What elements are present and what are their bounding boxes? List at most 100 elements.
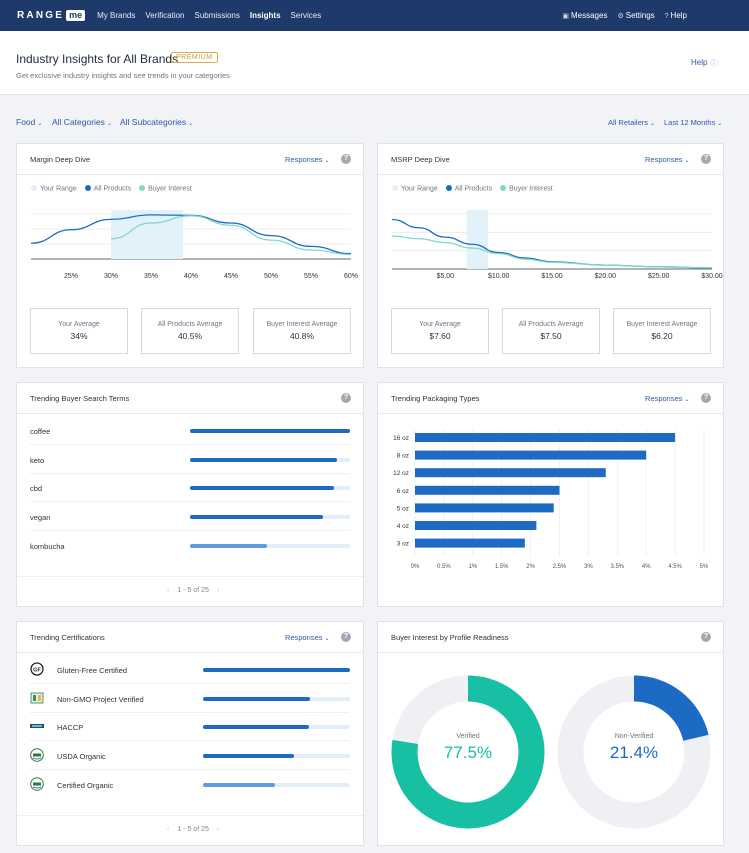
nav-messages[interactable]: ▣ Messages — [562, 11, 607, 20]
search-term-row[interactable]: cbd — [30, 484, 350, 504]
packaging-bar[interactable] — [415, 468, 606, 478]
donut-slice-non-verified[interactable] — [557, 675, 711, 829]
gluten-free-icon: GF — [30, 662, 44, 676]
help-link[interactable]: Help ⓘ — [691, 58, 717, 68]
nav-my-brands[interactable]: My Brands — [97, 11, 136, 20]
nav-settings[interactable]: ⚙ Settings — [617, 11, 654, 20]
bar-track — [203, 754, 350, 759]
nav-services[interactable]: Services — [290, 11, 322, 20]
category-label: 12 oz — [393, 470, 409, 477]
search-term-row[interactable]: kombucha — [30, 542, 350, 562]
search-term-row[interactable]: vegan — [30, 513, 350, 533]
certification-row[interactable]: Certified Organic — [30, 776, 350, 801]
period-filter[interactable]: Last 12 Months ⌄ — [664, 118, 722, 127]
category-label: 8 oz — [397, 453, 409, 460]
food-filter[interactable]: Food ⌄ — [16, 117, 42, 127]
responses-dropdown[interactable]: Responses ⌄ — [285, 633, 330, 642]
chevron-down-icon: ⌄ — [684, 158, 690, 164]
retailers-filter[interactable]: All Retailers ⌄ — [608, 118, 655, 127]
x-tick-label: 50% — [263, 273, 279, 280]
stat-label: All Products Average — [157, 321, 223, 328]
bar-fill — [203, 696, 311, 701]
nav-help[interactable]: ? Help — [665, 11, 687, 20]
responses-dropdown[interactable]: Responses ⌄ — [645, 155, 690, 164]
packaging-chart: 0% 0.5% 1% 1.5% 2% 2.5% 3% 3.5% 4% 4.5% 5% 16 oz 8 o… — [393, 429, 709, 570]
logo[interactable]: RANGE me — [17, 10, 86, 21]
categories-filter-label: All Categories — [52, 117, 105, 127]
x-tick-label: 55% — [303, 273, 319, 280]
packaging-bar[interactable] — [415, 433, 676, 442]
certification-row[interactable]: GF Gluten-Free Certified — [30, 662, 350, 686]
nav-settings-label: Settings — [625, 11, 655, 20]
chevron-right-icon[interactable]: › — [216, 826, 220, 833]
nav-insights[interactable]: Insights — [249, 11, 281, 20]
x-tick-label: 4.5% — [668, 564, 682, 570]
card-title: Trending Packaging Types — [391, 394, 480, 403]
certification-row[interactable]: HACCP — [30, 723, 350, 743]
responses-dropdown[interactable]: Responses ⌄ — [645, 394, 690, 403]
pagination: ‹ 1 - 5 of 25 › — [159, 826, 227, 833]
bar-track — [190, 486, 350, 491]
stat-buyer-interest-average: Buyer Interest Average $6.20 — [613, 308, 711, 354]
your-range-band — [111, 210, 183, 259]
chart-legend: Your Range All Products Buyer Interest — [31, 185, 192, 193]
series-line-all-products — [391, 218, 713, 269]
row-divider — [30, 711, 350, 713]
certification-row[interactable]: Non-GMO Project Verified — [30, 692, 350, 715]
question-icon[interactable]: ? — [341, 154, 351, 164]
stat-value: $7.60 — [429, 331, 451, 341]
dot-icon — [392, 185, 398, 191]
search-term-row[interactable]: coffee — [30, 427, 350, 447]
haccp-icon — [30, 719, 44, 733]
bar-fill — [203, 668, 350, 672]
stat-your-average: Your Average $7.60 — [391, 308, 489, 354]
packaging-bar[interactable] — [415, 503, 554, 513]
categories-filter[interactable]: All Categories ⌄ — [52, 117, 112, 127]
card-header: MSRP Deep Dive Responses ⌄ ? — [378, 144, 723, 175]
packaging-bar[interactable] — [415, 538, 525, 548]
packaging-bar[interactable] — [415, 450, 647, 460]
nav-verification[interactable]: Verification — [145, 11, 185, 20]
stat-label: All Products Average — [518, 321, 584, 328]
question-icon[interactable]: ? — [341, 393, 351, 403]
card-title: Trending Buyer Search Terms — [30, 394, 130, 403]
packaging-bar[interactable] — [415, 521, 537, 530]
responses-dropdown[interactable]: Responses ⌄ — [285, 155, 330, 164]
pager-label: 1 - 5 of 25 — [177, 826, 209, 833]
bar-track — [190, 457, 350, 462]
donut-slice-verified[interactable] — [391, 675, 545, 829]
question-icon[interactable]: ? — [341, 632, 351, 642]
question-icon[interactable]: ? — [701, 154, 711, 164]
packaging-bar[interactable] — [415, 485, 560, 495]
packaging-card: Trending Packaging Types Responses ⌄ ? 0%… — [377, 382, 724, 607]
help-circle-icon: ? — [664, 13, 669, 20]
chevron-left-icon[interactable]: ‹ — [167, 587, 170, 594]
certification-row[interactable]: USDA Organic — [30, 748, 350, 772]
legend-buyer-interest: Buyer Interest — [139, 185, 192, 193]
margin-chart — [30, 210, 352, 260]
row-divider — [17, 576, 363, 577]
chevron-down-icon: ⌄ — [106, 121, 112, 127]
subcategories-filter[interactable]: All Subcategories ⌄ — [120, 117, 193, 127]
row-divider — [30, 472, 350, 474]
search-term-row[interactable]: keto — [30, 456, 350, 476]
card-header: Buyer Interest by Profile Readiness ? — [378, 622, 723, 653]
food-filter-label: Food — [16, 117, 36, 127]
search-term-label: cbd — [30, 484, 43, 494]
donut-caption: Non-Verified — [614, 733, 654, 740]
question-icon[interactable]: ? — [701, 393, 711, 403]
row-divider — [30, 444, 350, 445]
card-header: Trending Buyer Search Terms ? — [17, 383, 363, 414]
dot-icon — [445, 185, 452, 191]
bar-fill — [190, 543, 267, 548]
question-icon[interactable]: ? — [701, 632, 711, 642]
bar-fill — [190, 486, 334, 491]
stat-label: Your Average — [58, 321, 100, 328]
help-label: Help — [691, 58, 708, 67]
nav-submissions[interactable]: Submissions — [194, 11, 240, 20]
certification-label: HACCP — [57, 723, 84, 733]
msrp-chart — [391, 210, 713, 270]
chevron-right-icon[interactable]: › — [216, 587, 220, 594]
svg-text:GF: GF — [33, 667, 41, 673]
chevron-left-icon[interactable]: ‹ — [167, 826, 170, 833]
